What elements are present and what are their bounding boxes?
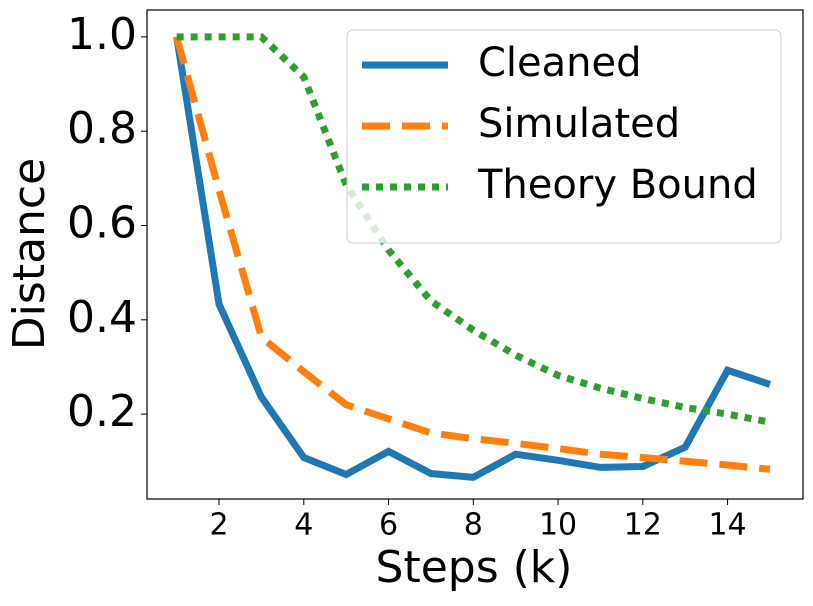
x-tick-label: 6	[379, 508, 398, 543]
line-series	[173, 36, 772, 481]
x-tick-label: 12	[624, 508, 662, 543]
line-series	[176, 33, 771, 426]
x-tick-label: 4	[294, 508, 313, 543]
x-tick-label: 10	[539, 508, 577, 543]
x-axis-label: Steps (k)	[376, 542, 573, 593]
y-tick-label: 0.6	[67, 197, 137, 248]
x-tick-label: 8	[464, 508, 483, 543]
x-tick-label: 14	[708, 508, 746, 543]
plot-frame	[146, 9, 804, 500]
legend-label: Theory Bound	[477, 162, 758, 208]
line-series	[173, 35, 771, 473]
legend-label: Simulated	[478, 101, 680, 147]
y-axis-label: Distance	[4, 158, 55, 350]
y-tick-label: 1.0	[67, 9, 137, 60]
y-tick-label: 0.4	[67, 292, 137, 343]
x-tick-label: 2	[209, 508, 228, 543]
y-tick-label: 0.8	[67, 103, 137, 154]
y-tick-label: 0.2	[67, 386, 137, 437]
legend-box	[346, 29, 782, 244]
legend-label: Cleaned	[478, 40, 642, 86]
